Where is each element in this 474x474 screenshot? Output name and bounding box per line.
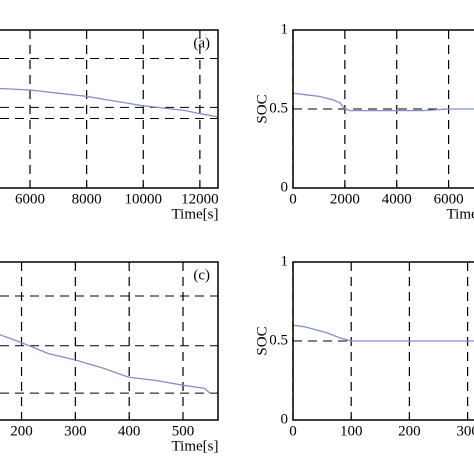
panel-label: (a) (193, 35, 210, 51)
y-tick-label: 0.5 (269, 100, 288, 116)
data-line (0, 334, 211, 394)
data-line (293, 324, 474, 342)
x-tick-label: 500 (172, 423, 195, 439)
x-axis-label: Time[s] (172, 206, 219, 222)
y-tick-label: 1 (281, 253, 289, 269)
y-tick-label: 1 (281, 21, 289, 37)
x-tick-label: 10000 (125, 191, 163, 207)
x-tick-label: 0 (289, 191, 297, 207)
plot-frame (0, 29, 219, 189)
y-tick-label: 0 (281, 179, 289, 195)
x-tick-label: 12000 (181, 191, 219, 207)
x-tick-label: 8000 (72, 191, 102, 207)
y-tick-label: 0.5 (269, 332, 288, 348)
x-tick-label: 200 (10, 423, 33, 439)
data-line (293, 92, 474, 112)
data-line (0, 87, 218, 118)
plot-frame (0, 261, 219, 421)
x-tick-label: 6000 (15, 191, 45, 207)
x-axis-label: Time[s] (172, 438, 219, 454)
x-tick-label: 200 (398, 423, 421, 439)
x-tick-label: 100 (340, 423, 363, 439)
panel-label: (c) (193, 267, 210, 283)
x-tick-label: 0 (289, 423, 297, 439)
x-tick-label: 2000 (330, 191, 360, 207)
x-tick-label: 4000 (382, 191, 412, 207)
y-axis-label: SOC (254, 94, 270, 123)
y-tick-label: 0 (281, 411, 289, 427)
x-axis-label: Time[s] (447, 206, 474, 222)
x-tick-label: 400 (118, 423, 141, 439)
y-axis-label: SOC (254, 326, 270, 355)
x-tick-label: 300 (456, 423, 474, 439)
x-tick-label: 300 (64, 423, 87, 439)
x-tick-label: 6000 (434, 191, 464, 207)
